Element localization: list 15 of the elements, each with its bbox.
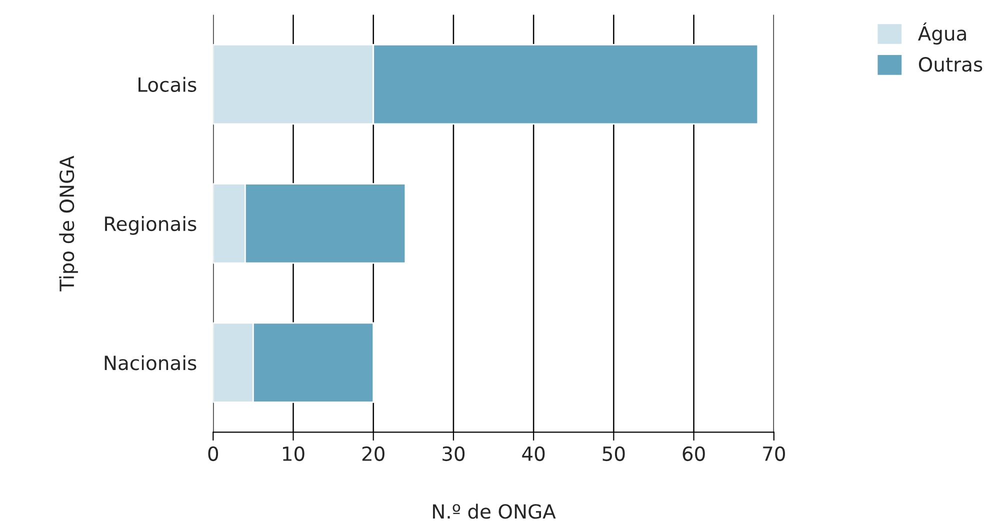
x-tick-label: 40 (522, 446, 545, 462)
x-tick-label: 0 (208, 446, 218, 462)
x-tick-label: 10 (283, 446, 304, 462)
x-axis-title: N.º de ONGA (433, 504, 556, 519)
y-tick-label: Locais (138, 76, 196, 92)
legend-label: Outras (918, 57, 982, 72)
x-tick-label: 70 (763, 446, 785, 462)
y-tick-label: Nacionais (104, 355, 196, 370)
x-tick-label: 30 (442, 446, 465, 462)
x-tick-label: 50 (602, 446, 625, 462)
x-tick-label: 20 (362, 446, 384, 462)
y-axis-title: Tipo de ONGA (59, 156, 78, 292)
legend-label: Água (918, 22, 966, 45)
y-tick-label: Regionais (105, 216, 196, 235)
x-tick-label: 60 (682, 446, 705, 462)
